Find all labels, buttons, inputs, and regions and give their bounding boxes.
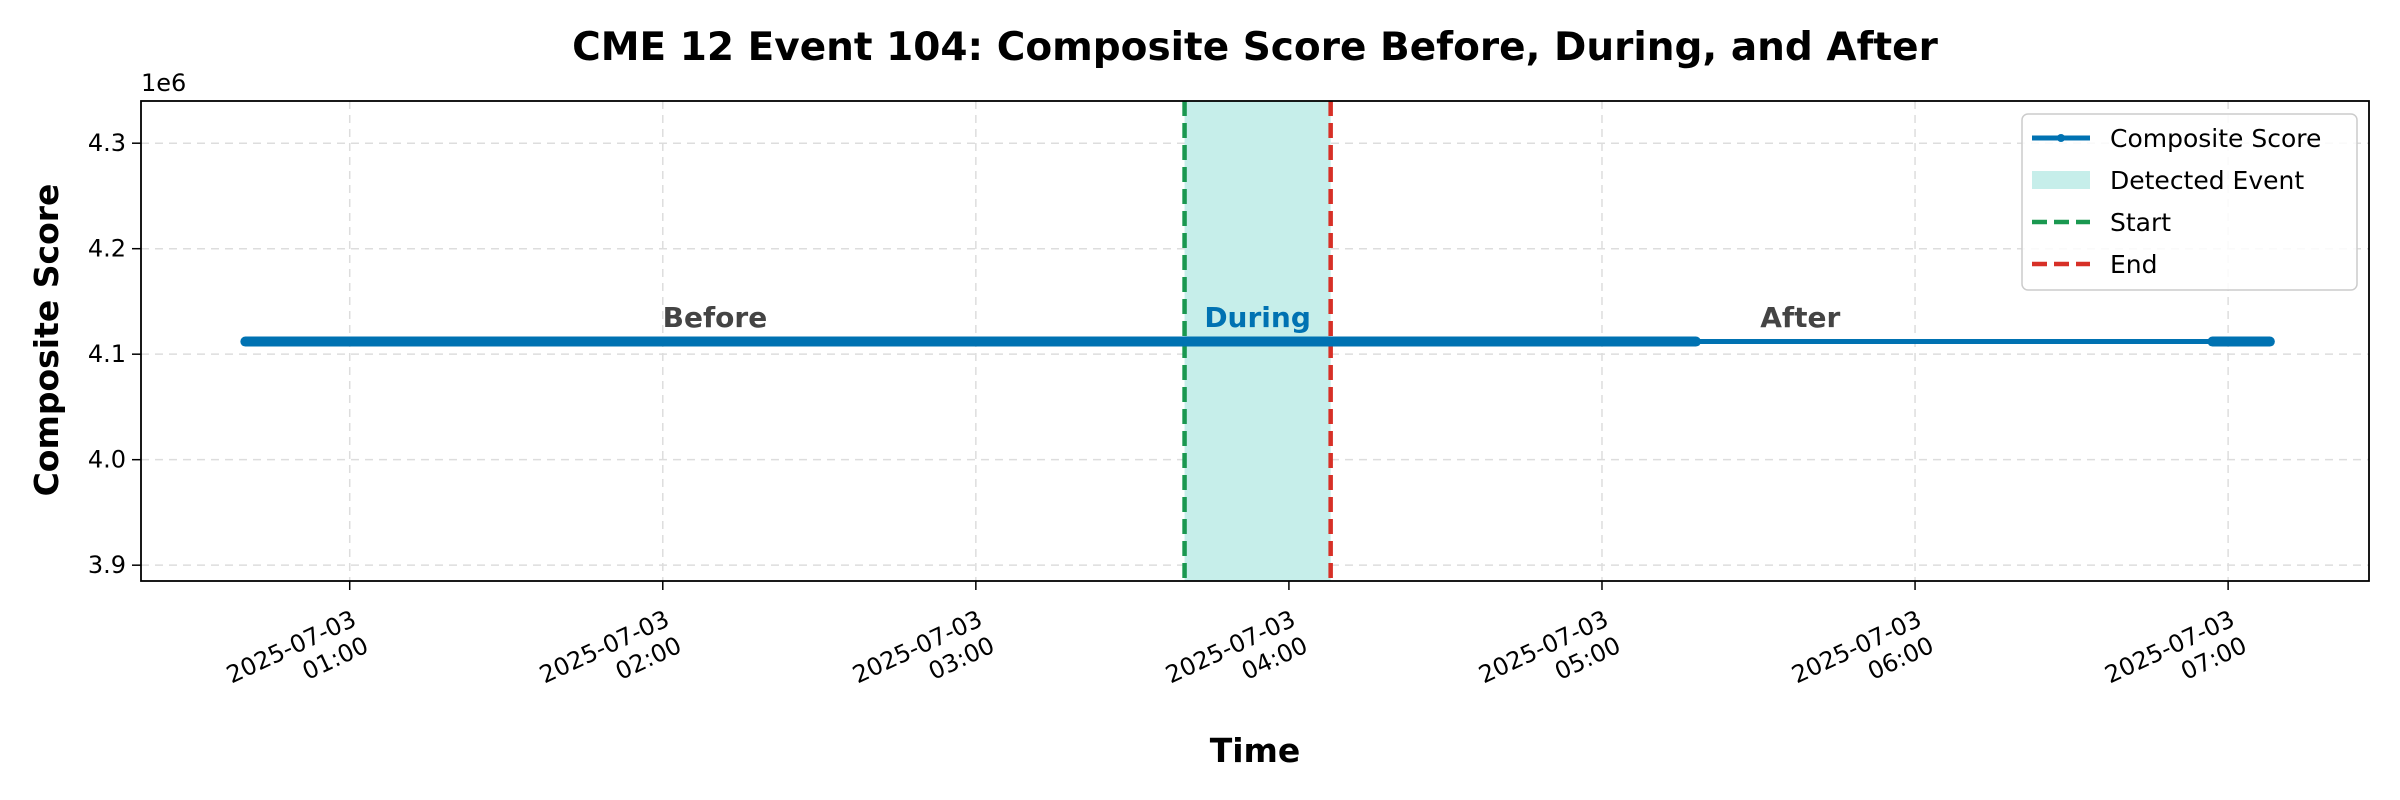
y-offset-label: 1e6	[141, 69, 186, 97]
legend-swatch-detected-event	[2032, 171, 2090, 189]
phase-label-during: During	[1204, 301, 1311, 334]
legend-label-detected-event: Detected Event	[2110, 166, 2304, 195]
phase-label-before: Before	[663, 301, 768, 334]
y-tick-label: 3.9	[88, 551, 126, 579]
legend: Composite Score Detected Event Start End	[2021, 113, 2358, 291]
legend-label-composite-score: Composite Score	[2110, 124, 2321, 153]
phase-label-after: After	[1760, 301, 1840, 334]
y-axis-label: Composite Score	[27, 184, 66, 497]
y-axis: 3.9 4.0 4.1 4.2 4.3	[88, 129, 141, 579]
x-axis-label: Time	[1210, 731, 1301, 770]
chart-title: CME 12 Event 104: Composite Score Before…	[572, 25, 1939, 70]
plot-border	[140, 100, 2370, 582]
annotations-layer: Before During After	[663, 301, 1841, 334]
legend-box	[2021, 113, 2358, 291]
plot-frame	[140, 100, 2370, 582]
legend-label-end: End	[2110, 250, 2158, 279]
y-tick-label: 4.3	[88, 129, 126, 157]
legend-label-start: Start	[2110, 208, 2171, 237]
y-tick-label: 4.0	[88, 446, 126, 474]
y-tick-label: 4.2	[88, 235, 126, 263]
legend-marker-composite-score	[2057, 134, 2065, 142]
y-tick-label: 4.1	[88, 340, 126, 368]
